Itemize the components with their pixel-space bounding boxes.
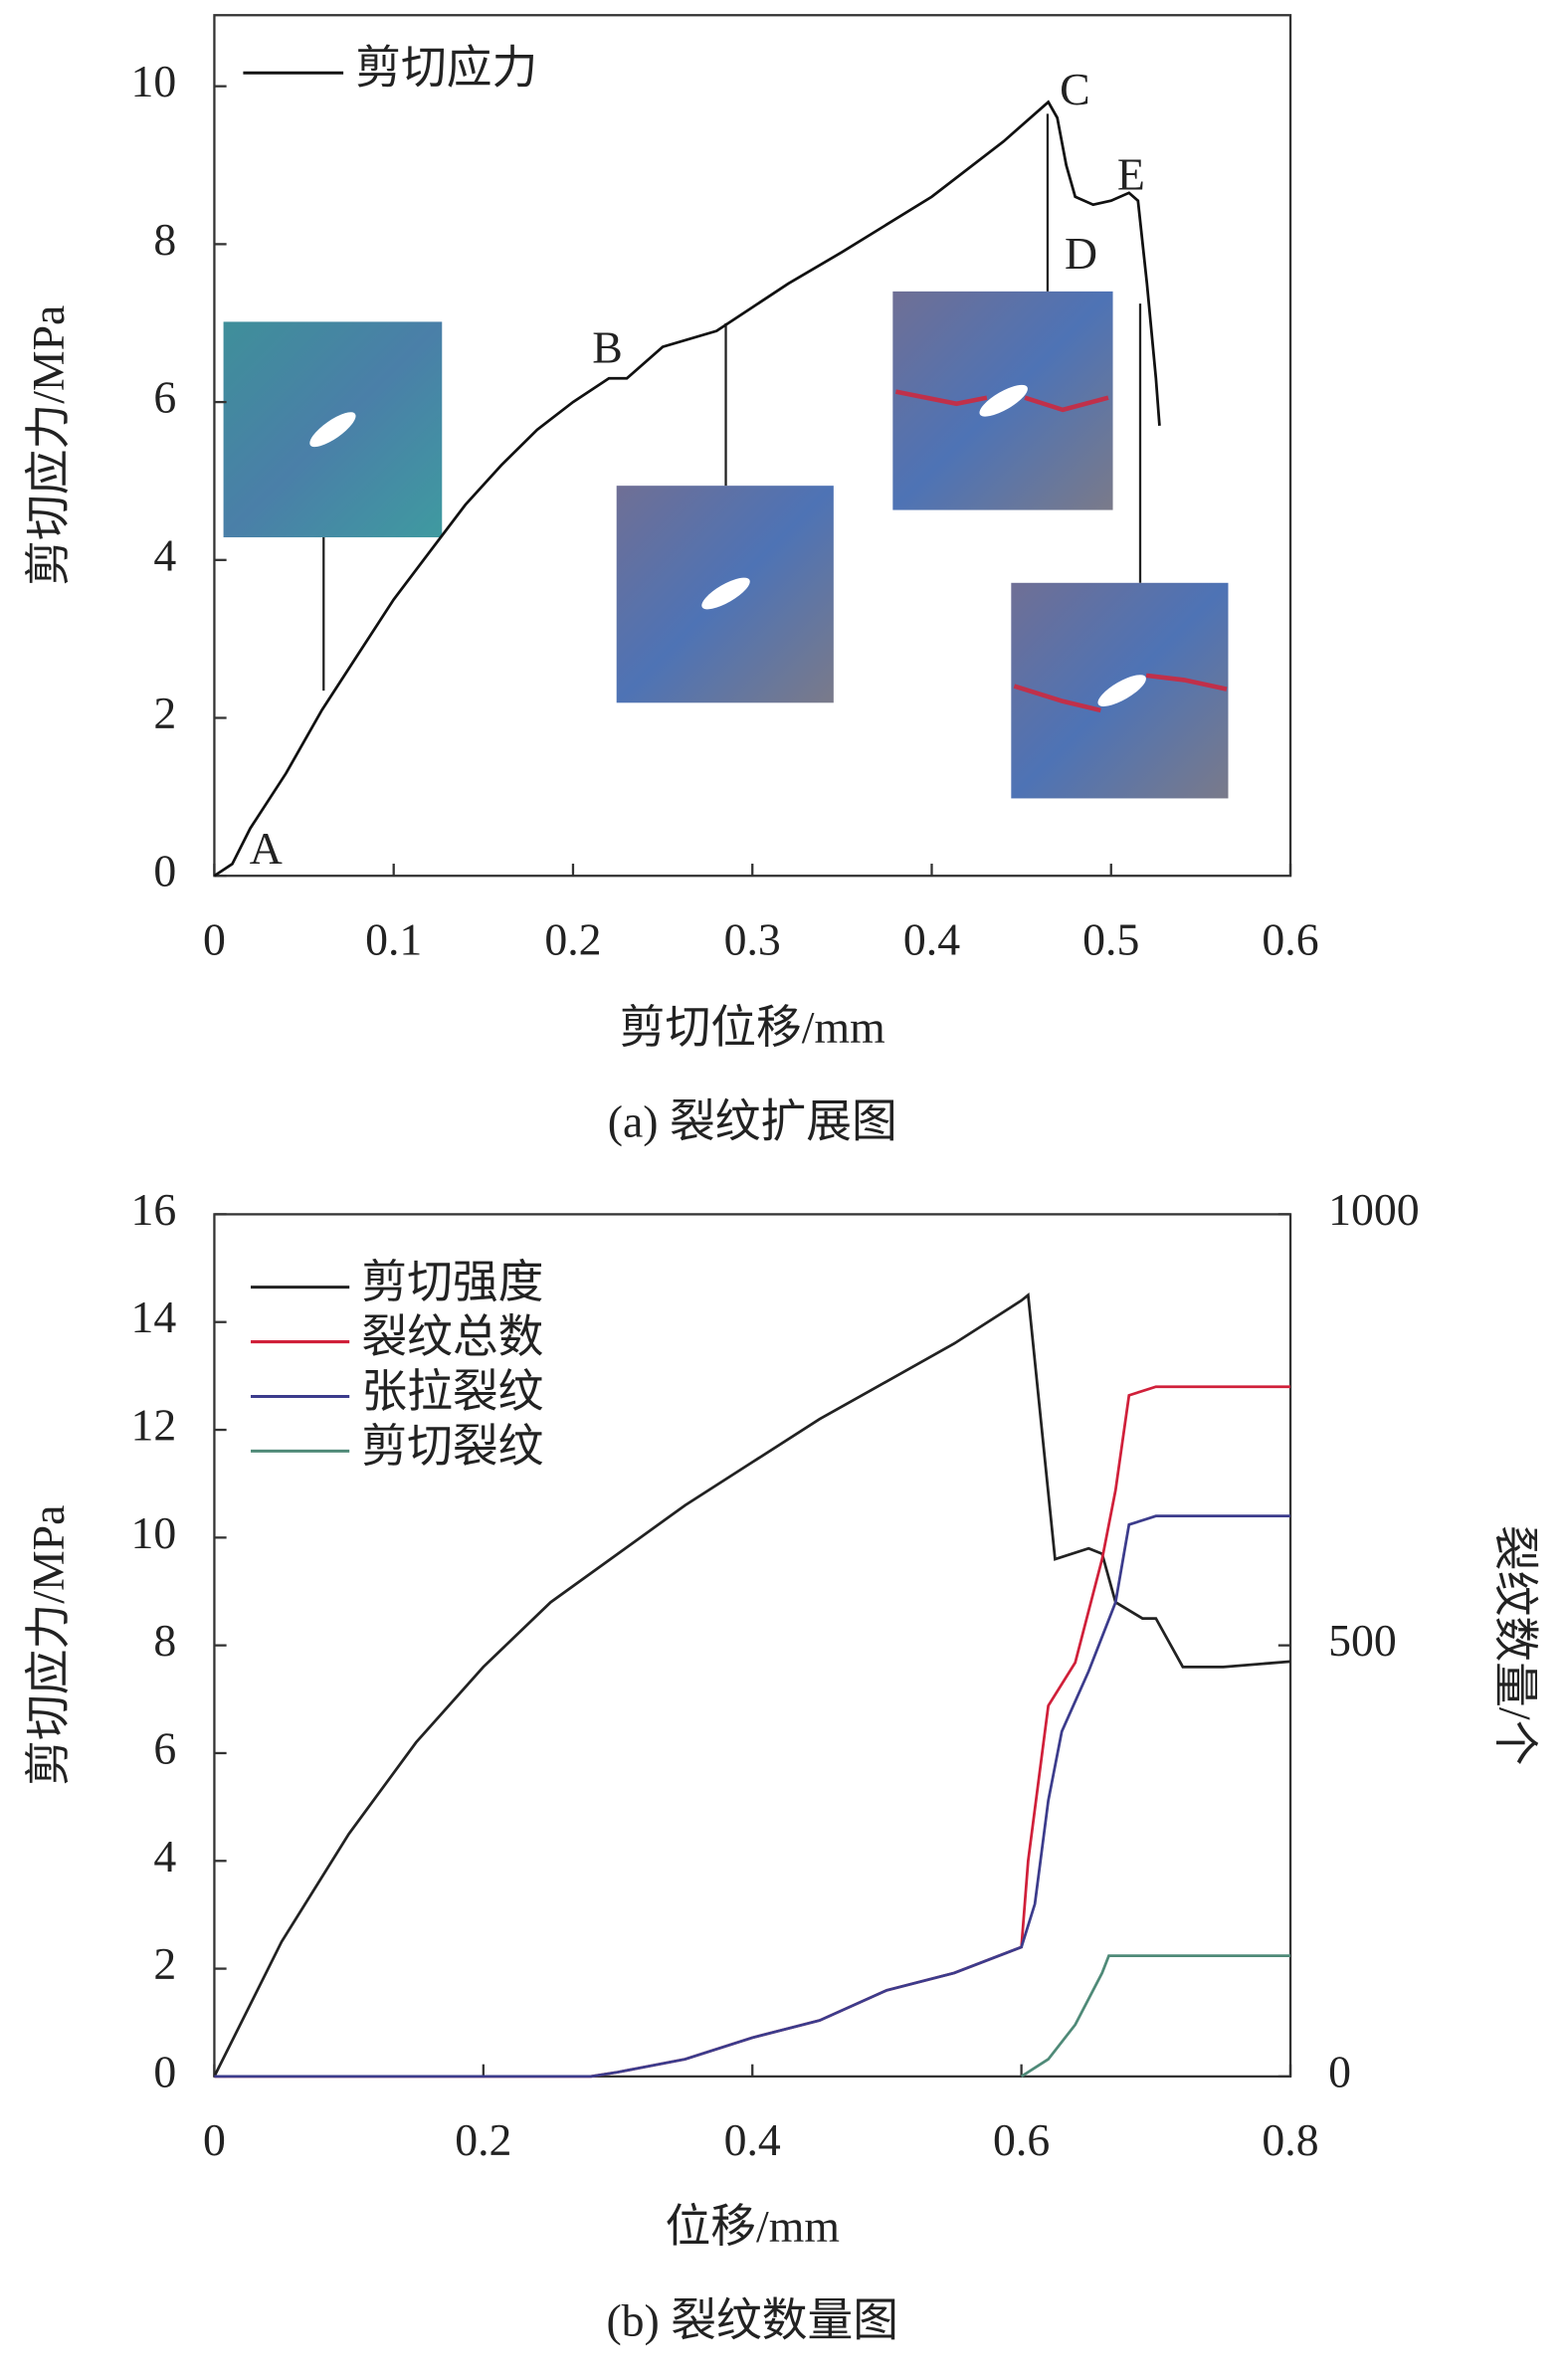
y-tick-label: 4 bbox=[153, 1831, 176, 1882]
x-axis-label: 剪切位移/mm bbox=[620, 1002, 885, 1053]
y-tick-label: 8 bbox=[153, 1615, 176, 1666]
y-tick-label: 6 bbox=[153, 372, 176, 423]
y-tick-label: 6 bbox=[153, 1722, 176, 1773]
inset-ellipse bbox=[701, 577, 750, 610]
x-tick-label: 0.1 bbox=[365, 913, 422, 964]
point-label: C bbox=[1060, 64, 1090, 114]
y-tick-label: 8 bbox=[153, 214, 176, 265]
x-tick-label: 0.5 bbox=[1082, 913, 1139, 964]
x-tick-label: 0.6 bbox=[1262, 913, 1318, 964]
x-tick-label: 0 bbox=[203, 2114, 226, 2165]
y-tick-label: 0 bbox=[153, 846, 176, 896]
y-tick-label: 2 bbox=[153, 688, 176, 738]
series-line bbox=[213, 1291, 1291, 2078]
series-line bbox=[213, 99, 1161, 878]
series-line bbox=[1020, 1954, 1291, 2079]
x-tick-label: 0.3 bbox=[724, 913, 781, 964]
series-line bbox=[214, 1385, 1291, 2079]
y2-tick-label: 500 bbox=[1328, 1615, 1397, 1666]
y-tick-label: 14 bbox=[131, 1291, 177, 1342]
y-tick-label: 10 bbox=[131, 56, 177, 106]
x-tick-label: 0.4 bbox=[903, 913, 960, 964]
x-tick-label: 0 bbox=[203, 913, 226, 964]
point-label: E bbox=[1117, 149, 1145, 200]
x-tick-label: 0.6 bbox=[993, 2114, 1050, 2165]
inset-ellipse bbox=[309, 412, 356, 448]
y-tick-label: 12 bbox=[131, 1400, 177, 1451]
caption: (a) 裂纹扩展图 bbox=[608, 1095, 897, 1146]
y-tick-label: 2 bbox=[153, 1938, 176, 1989]
legend-label: 剪切应力 bbox=[355, 43, 537, 94]
y2-tick-label: 0 bbox=[1328, 2046, 1351, 2096]
y-axis-label: 剪切应力/MPa bbox=[23, 1505, 74, 1786]
inset-crack bbox=[894, 389, 1109, 413]
x-tick-label: 0.2 bbox=[455, 2114, 511, 2165]
inset-ellipse bbox=[979, 384, 1028, 417]
y2-tick-label: 1000 bbox=[1328, 1184, 1420, 1235]
legend-label: 裂纹总数 bbox=[361, 1311, 543, 1362]
point-label: A bbox=[250, 823, 283, 874]
x-tick-label: 0.4 bbox=[724, 2114, 781, 2165]
y-tick-label: 4 bbox=[153, 529, 176, 580]
insets bbox=[223, 113, 1229, 799]
legend-label: 剪切强度 bbox=[361, 1257, 543, 1307]
x-axis-label: 位移/mm bbox=[666, 2201, 840, 2252]
legend-label: 张拉裂纹 bbox=[361, 1366, 543, 1417]
y-tick-label: 0 bbox=[153, 2046, 176, 2096]
point-label: B bbox=[592, 321, 623, 372]
legend-label: 剪切裂纹 bbox=[361, 1421, 543, 1472]
y2-axis-label: 裂纹数量/个 bbox=[1490, 1525, 1541, 1765]
x-tick-label: 0.8 bbox=[1262, 2114, 1318, 2165]
caption: (b) 裂纹数量图 bbox=[606, 2295, 898, 2346]
inset-ellipse bbox=[1097, 675, 1146, 706]
inset-crack bbox=[1013, 673, 1228, 713]
y-tick-label: 10 bbox=[131, 1507, 177, 1558]
point-label: D bbox=[1065, 228, 1097, 279]
x-tick-label: 0.2 bbox=[544, 913, 601, 964]
y-axis-label: 剪切应力/MPa bbox=[23, 305, 74, 586]
y-tick-label: 16 bbox=[131, 1184, 177, 1235]
series-line bbox=[214, 1514, 1291, 2079]
